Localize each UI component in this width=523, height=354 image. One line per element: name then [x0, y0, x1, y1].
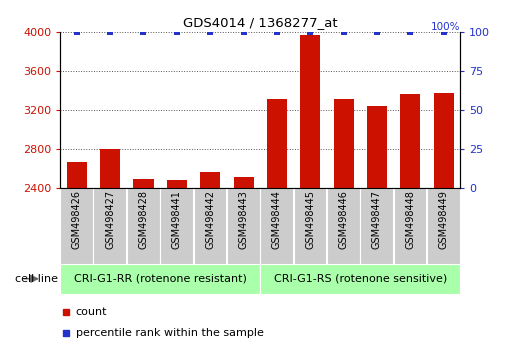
Text: 100%: 100%	[431, 22, 460, 32]
Bar	[200, 172, 220, 188]
Bar	[293, 188, 326, 264]
Bar	[334, 99, 354, 188]
Bar	[160, 188, 193, 264]
Bar	[427, 188, 460, 264]
Bar	[133, 179, 154, 188]
Title: GDS4014 / 1368277_at: GDS4014 / 1368277_at	[183, 16, 337, 29]
Text: GSM498441: GSM498441	[172, 190, 182, 249]
Text: GSM498426: GSM498426	[72, 190, 82, 249]
Bar	[434, 93, 453, 188]
Bar	[260, 264, 460, 294]
Text: cell line: cell line	[15, 274, 58, 284]
Bar	[227, 188, 259, 264]
Bar	[127, 188, 160, 264]
Bar	[167, 180, 187, 188]
Text: GSM498443: GSM498443	[238, 190, 248, 249]
Bar	[67, 162, 87, 188]
Bar	[367, 106, 387, 188]
Bar	[400, 94, 420, 188]
Text: CRI-G1-RS (rotenone sensitive): CRI-G1-RS (rotenone sensitive)	[274, 274, 447, 284]
Text: GSM498447: GSM498447	[372, 190, 382, 249]
Bar	[60, 264, 260, 294]
Bar	[360, 188, 393, 264]
Text: GSM498448: GSM498448	[405, 190, 415, 249]
Bar	[327, 188, 359, 264]
Bar	[60, 188, 93, 264]
Text: GSM498442: GSM498442	[205, 190, 215, 249]
Text: GSM498427: GSM498427	[105, 190, 115, 249]
Text: GSM498445: GSM498445	[305, 190, 315, 249]
Text: GSM498428: GSM498428	[139, 190, 149, 249]
Bar	[267, 99, 287, 188]
Text: GSM498444: GSM498444	[272, 190, 282, 249]
Text: count: count	[75, 307, 107, 316]
Bar	[94, 188, 126, 264]
Bar	[100, 149, 120, 188]
Bar	[260, 188, 293, 264]
Text: GSM498446: GSM498446	[338, 190, 348, 249]
Text: percentile rank within the sample: percentile rank within the sample	[75, 328, 264, 338]
Bar	[233, 177, 254, 188]
Text: GSM498449: GSM498449	[439, 190, 449, 249]
Bar	[393, 188, 426, 264]
Bar	[300, 35, 320, 188]
Bar	[194, 188, 226, 264]
Text: CRI-G1-RR (rotenone resistant): CRI-G1-RR (rotenone resistant)	[74, 274, 247, 284]
